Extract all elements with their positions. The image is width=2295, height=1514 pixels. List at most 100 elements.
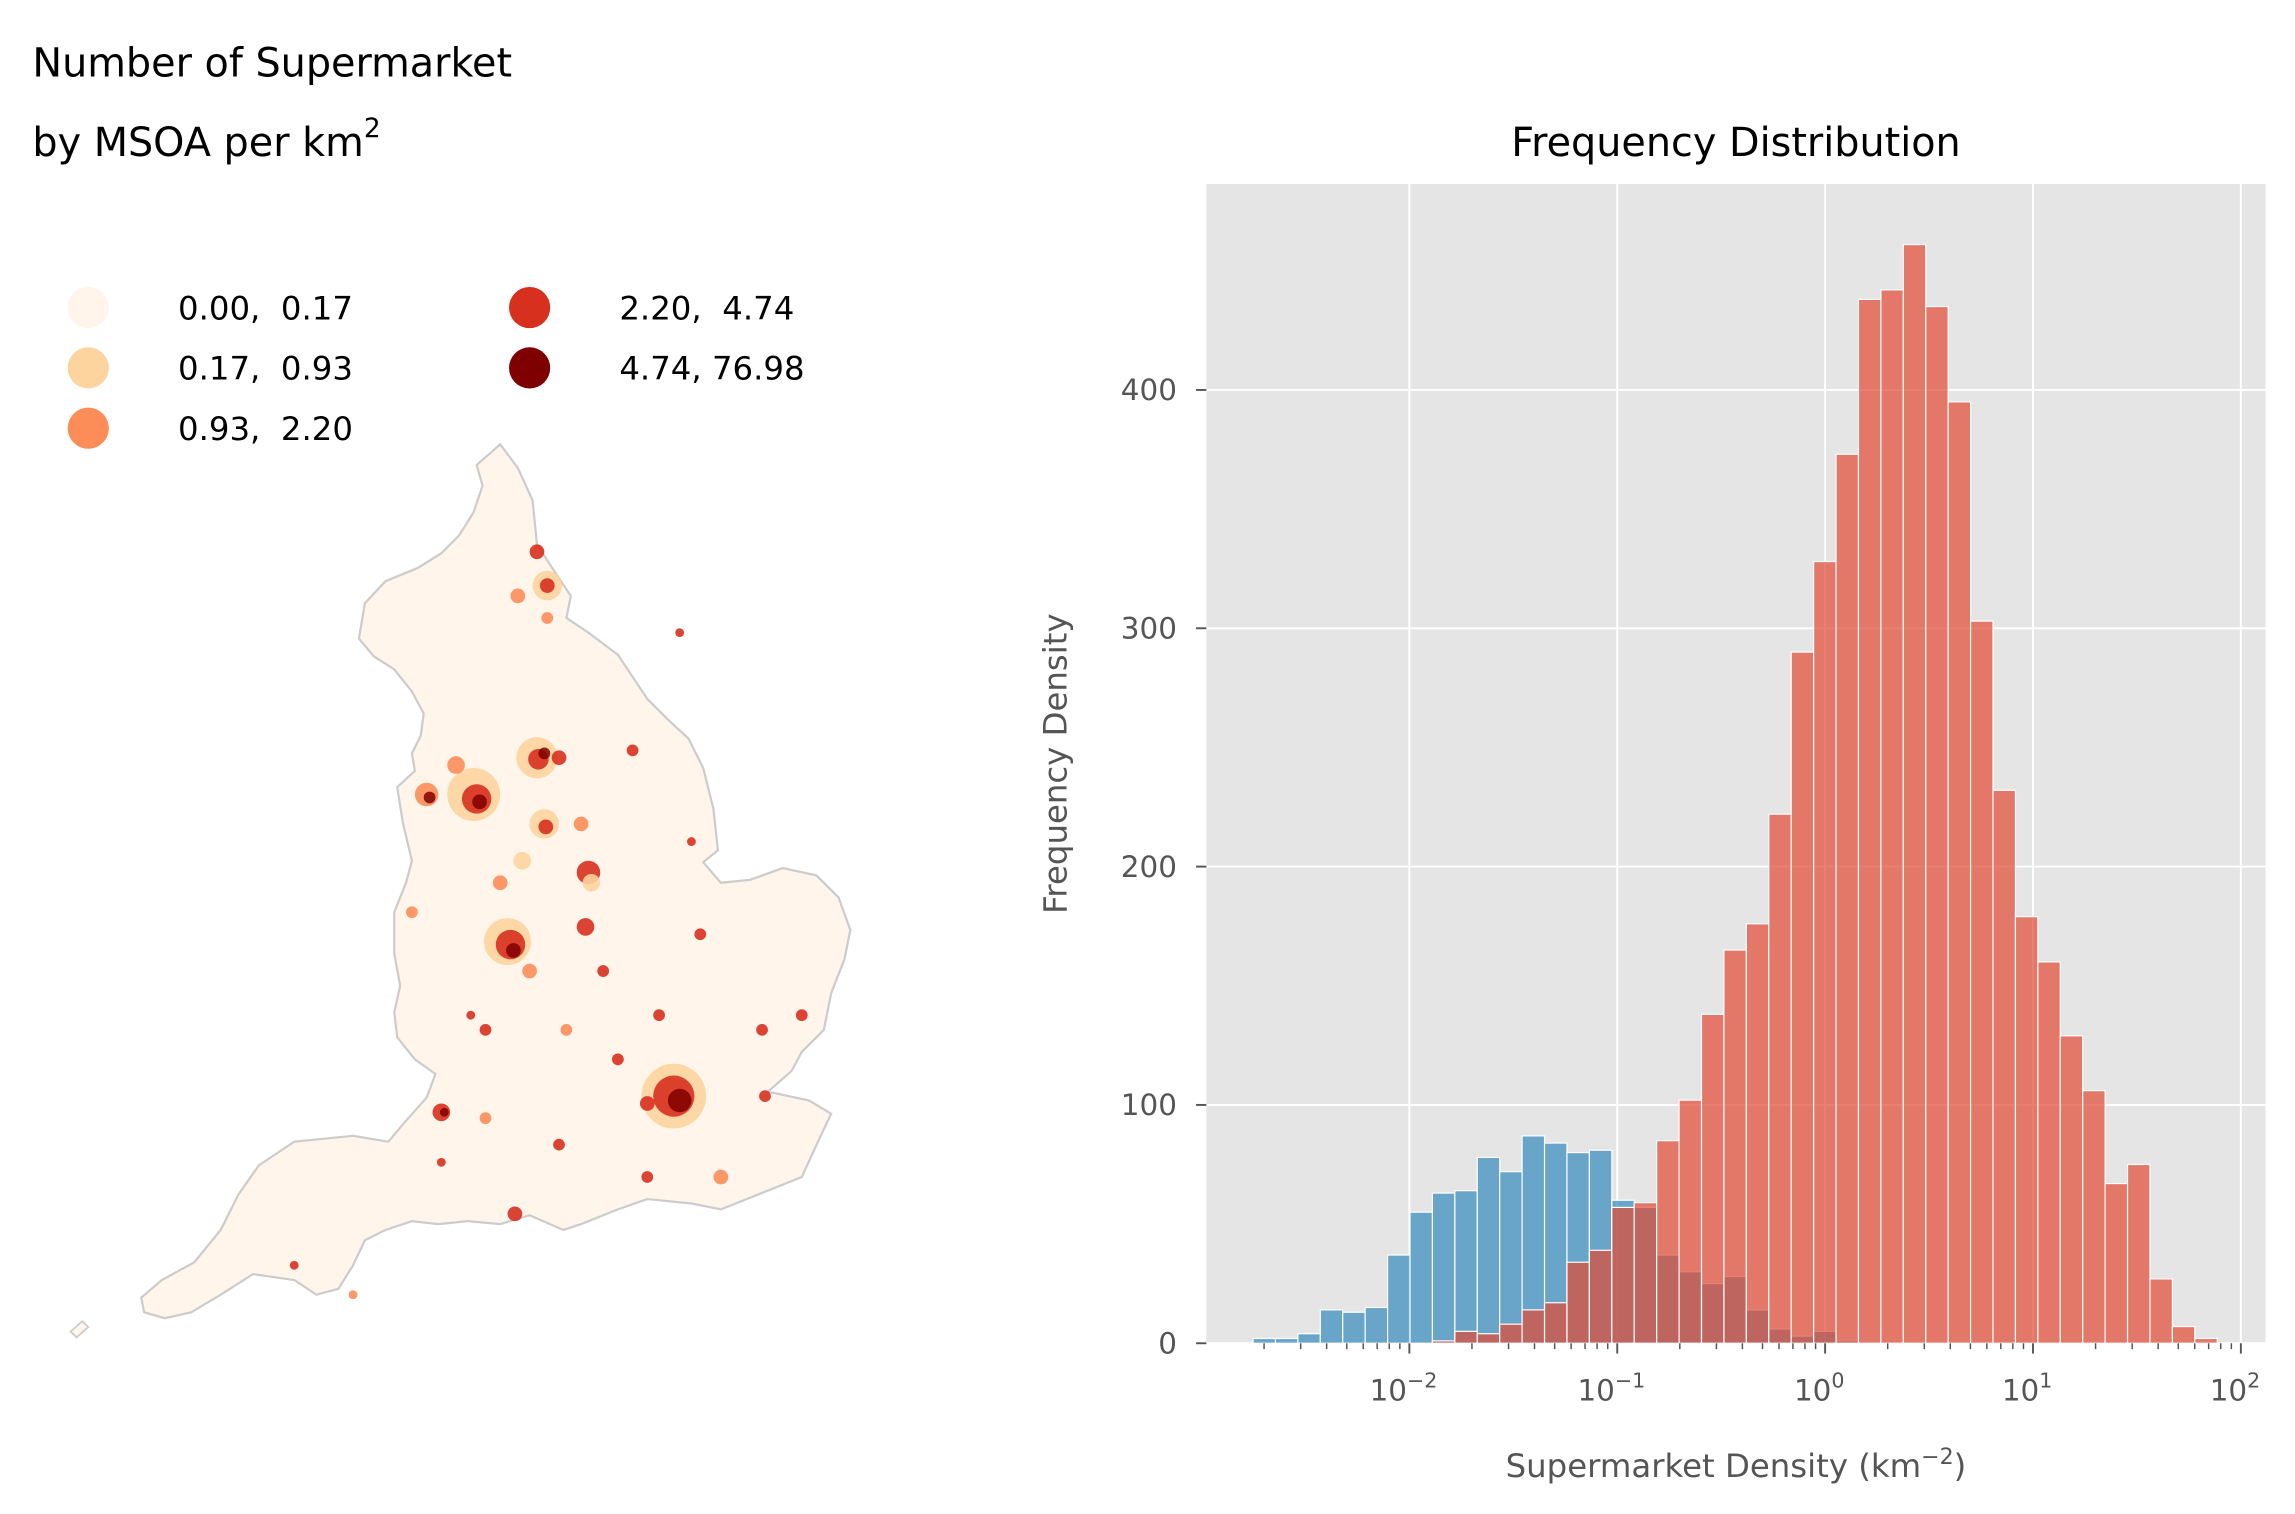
urban-area-patch [506,943,521,958]
x-tick-label: 100 [1794,1368,1845,1407]
urban-area-patch [479,1024,492,1036]
y-tick-label: 200 [1121,850,1177,884]
urban-area-patch [795,1009,808,1022]
urban-area-patch [560,1024,573,1036]
histogram-bar-red [1947,401,1972,1344]
legend-label: 4.74, 76.98 [619,350,804,388]
histogram-bar-red [2014,916,2039,1344]
urban-area-patch [510,588,526,604]
histogram-bar-blue [1454,1190,1478,1344]
histogram-bars [1252,243,2218,1344]
urban-area-patch [626,744,639,757]
map-title-superscript: 2 [364,113,381,144]
legend-marker [509,286,551,329]
histogram-bar-red [1521,1309,1546,1344]
histogram-bar-red [2082,1090,2106,1344]
y-tick-label: 300 [1121,612,1177,646]
x-axis-label: Supermarket Density (km−2) [1506,1445,1967,1485]
x-tick-label-exp: 2 [2247,1368,2260,1392]
histogram-bar-red [1543,1302,1568,1344]
urban-area-patch [507,1206,523,1222]
map-panel: Number of Supermarket by MSOA per km2 0.… [32,41,852,1339]
urban-area-patch [538,747,551,760]
histogram-bar-blue [1252,1337,1277,1344]
urban-area-patch [573,816,589,832]
y-tick-label: 100 [1121,1088,1177,1122]
histogram-bar-red [2194,1337,2218,1344]
urban-area-patch [612,1053,624,1066]
map-title-line1: Number of Supermarket [32,41,512,87]
histogram-bar-blue [1274,1337,1299,1344]
x-tick-label-base: 10 [2002,1374,2039,1408]
urban-area-patch [694,928,707,941]
histogram-bar-red [1857,298,1882,1344]
histogram-panel: Frequency Distribution 10−2 10−1 100 101 102… [1037,120,2266,1485]
histogram-bar-red [1745,923,1770,1344]
urban-area-patch [479,1112,492,1125]
x-tick-label: 10−2 [1370,1368,1438,1407]
legend-label: 0.00, 0.17 [178,289,353,327]
histogram-bar-red [1925,305,1949,1344]
urban-area-patch [529,544,545,560]
x-tick-label: 102 [2210,1368,2261,1407]
urban-area-patch [492,875,508,891]
urban-area-patch [289,1260,299,1270]
histogram-bar-red [2059,1035,2084,1344]
histogram-bar-red [1611,1206,1635,1344]
x-axis-label-close: ) [1954,1447,1967,1485]
x-tick-label-exp: 0 [1831,1368,1844,1392]
urban-area-patch [423,791,436,804]
histogram-bar-red [2149,1278,2173,1344]
urban-area-patch [348,1290,358,1300]
x-tick-label: 101 [2002,1368,2053,1407]
urban-area-patch [667,1088,692,1113]
urban-area-patch [406,906,418,919]
urban-area-patch [439,1107,449,1117]
urban-area-patch [641,1171,654,1183]
urban-area-patch [675,628,685,638]
legend-marker [509,347,551,389]
histogram-bar-red [1700,1013,1725,1344]
x-tick-label-base: 10 [1370,1374,1407,1408]
histogram-bar-blue [1342,1311,1366,1344]
urban-area-patch [539,578,555,593]
histogram-bar-red [1880,289,1904,1344]
histogram-bar-red [2037,961,2061,1344]
histogram-bar-red [1835,453,1860,1344]
histogram-bar-red [1813,560,1837,1344]
urban-area-patch [759,1090,771,1102]
histogram-bar-blue [1431,1192,1456,1344]
x-tick-label-exp: 1 [2039,1368,2052,1392]
urban-area-patch [541,612,554,624]
urban-area-patch [553,1138,565,1151]
map-legend: 0.00, 0.17 0.17, 0.93 0.93, 2.20 2.20, 4.74… [67,286,805,449]
urban-area-patch [597,965,610,977]
y-tick-label: 400 [1121,373,1177,407]
legend-label: 0.93, 2.20 [178,410,353,448]
histogram-bar-blue [1499,1171,1523,1344]
urban-area-patch [447,756,465,774]
urban-area-patch [472,794,487,810]
map-title-text: by MSOA per km [32,120,363,166]
histogram-title: Frequency Distribution [1511,120,1961,166]
histogram-bar-red [1969,620,1994,1344]
histogram-bar-red [1499,1323,1523,1344]
histogram-bar-blue [1476,1156,1501,1344]
x-tick-label-exp: −2 [1407,1368,1437,1392]
urban-area-patch [713,1169,729,1185]
legend-marker [67,407,109,449]
urban-area-patch [538,819,554,835]
y-tick-label: 0 [1158,1327,1177,1361]
map-title-line2: by MSOA per km2 [32,113,380,166]
histogram-bar-red [1723,949,1747,1344]
histogram-bar-red [2104,1182,2129,1344]
histogram-bar-red [1476,1333,1501,1344]
histogram-bar-red [1678,1099,1703,1344]
urban-area-patch [653,1009,665,1022]
urban-area-patch [551,750,567,766]
urban-area-patch [466,1010,476,1020]
histogram-bar-red [1656,1140,1680,1344]
y-axis-ticks: 0 100 200 300 400 [1121,373,1207,1361]
legend-marker [67,347,109,389]
